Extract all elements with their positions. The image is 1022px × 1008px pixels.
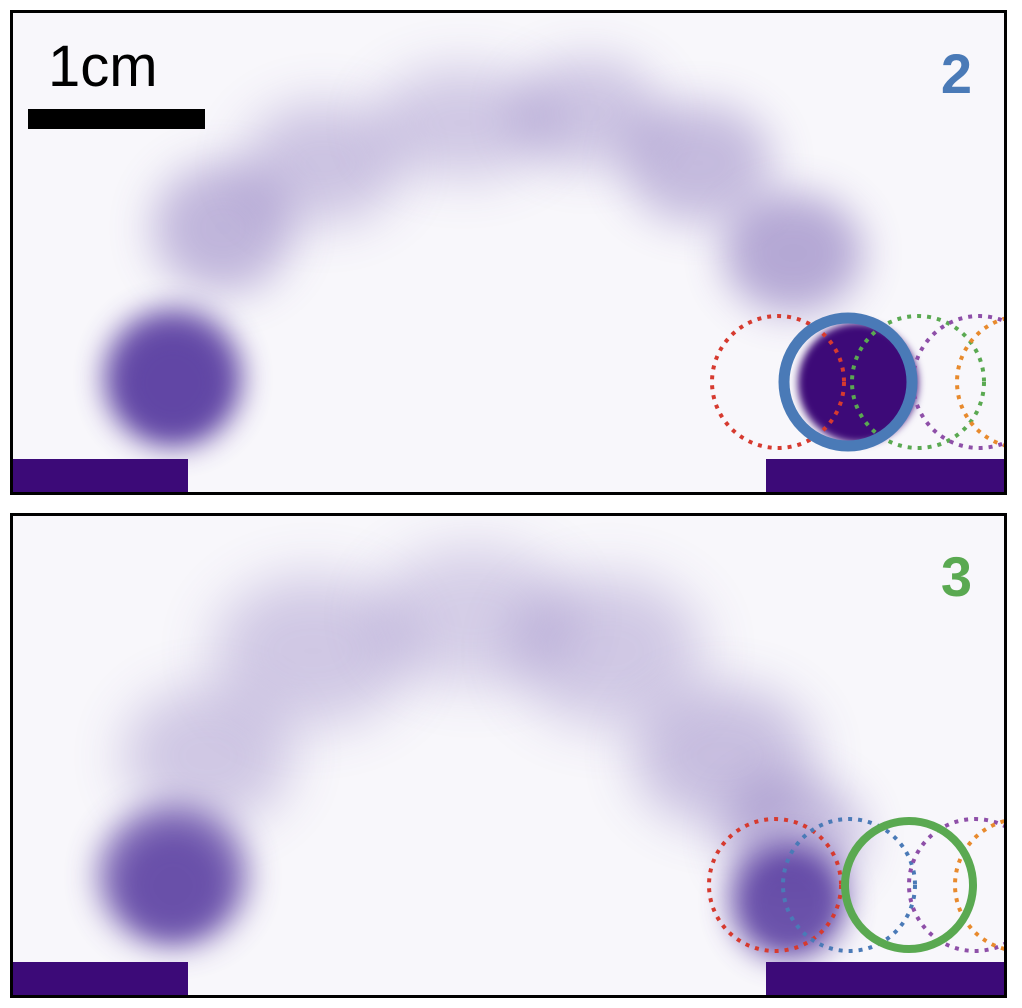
- panel-3: 3: [10, 513, 1007, 998]
- dotted-circle-red: [710, 314, 846, 450]
- dotted-circle-purple: [911, 314, 1004, 450]
- scale-bar-label: 1cm: [48, 34, 158, 99]
- panel-number: 3: [940, 545, 972, 608]
- highlight-circle-blue: [778, 312, 918, 452]
- dotted-circle-green: [850, 314, 986, 450]
- right-platform: [766, 459, 1004, 492]
- right-platform: [766, 962, 1004, 995]
- panel-number: 2: [940, 42, 972, 105]
- dotted-circle-purple: [907, 817, 1004, 953]
- left-platform: [13, 459, 188, 492]
- dotted-circle-red: [707, 817, 843, 953]
- panel-2: 1cm 2: [10, 10, 1007, 495]
- landing-circles: [710, 312, 1004, 452]
- left-platform: [13, 962, 188, 995]
- scale-bar: [28, 109, 205, 129]
- landing-circles: [707, 817, 1004, 953]
- dotted-circle-blue: [781, 817, 917, 953]
- highlight-circle-green: [841, 817, 977, 953]
- dotted-circle-orange: [953, 819, 1004, 951]
